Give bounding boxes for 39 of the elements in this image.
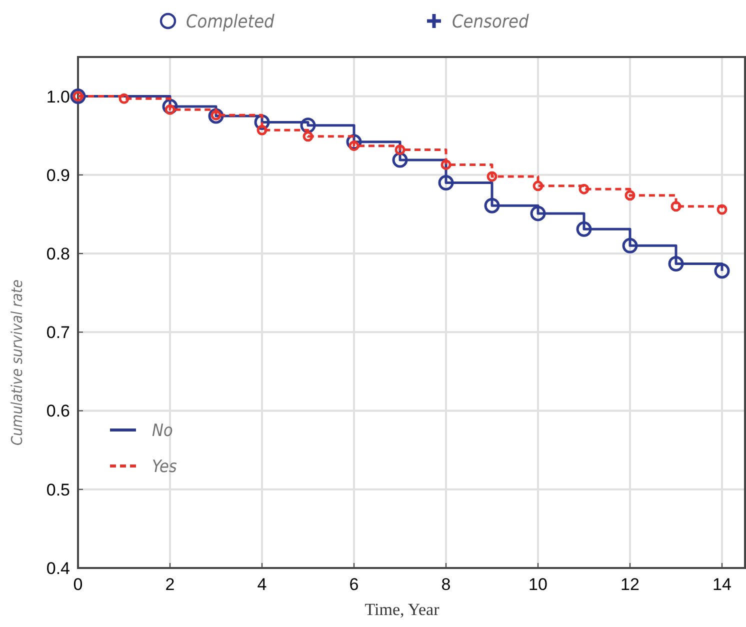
point xyxy=(486,171,498,182)
point xyxy=(670,201,682,212)
y-tick-label: 0.8 xyxy=(46,244,70,264)
x-tick-label: 14 xyxy=(712,575,732,594)
point xyxy=(484,198,500,214)
y-tick-label: 1.0 xyxy=(46,87,70,106)
x-tick-label: 2 xyxy=(165,575,175,594)
point xyxy=(714,263,730,279)
y-tick-label: 0.7 xyxy=(46,323,70,342)
x-tick-label: 8 xyxy=(441,575,451,594)
point xyxy=(302,131,314,142)
y-axis-title: Cumulative survival rate xyxy=(8,280,26,446)
point xyxy=(576,221,592,237)
y-tick-label: 0.4 xyxy=(46,558,70,578)
text: Completed xyxy=(186,11,276,32)
text: Censored xyxy=(452,11,530,32)
point xyxy=(438,175,454,191)
point xyxy=(440,159,452,170)
point xyxy=(716,204,728,215)
x-tick-label: 6 xyxy=(349,575,359,594)
x-tick-label: 12 xyxy=(620,575,640,594)
x-tick-label: 0 xyxy=(73,575,83,594)
legend-label: Yes xyxy=(152,456,177,477)
x-tick-label: 10 xyxy=(528,575,548,594)
point xyxy=(530,206,546,222)
y-tick-label: 0.6 xyxy=(46,402,70,421)
x-tick-label: 4 xyxy=(257,575,267,594)
y-tick-label: 0.5 xyxy=(46,480,70,500)
point xyxy=(256,124,268,136)
point xyxy=(578,184,590,194)
point xyxy=(394,144,406,156)
point xyxy=(118,93,130,104)
legend-label: No xyxy=(152,420,173,441)
x-axis-title: Time, Year xyxy=(364,600,440,619)
point xyxy=(668,256,684,272)
point xyxy=(622,238,638,254)
point xyxy=(624,190,636,201)
y-tick-label: 0.9 xyxy=(46,166,70,185)
point xyxy=(532,180,544,192)
